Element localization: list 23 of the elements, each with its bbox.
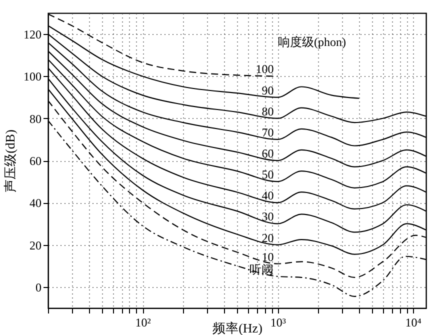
- series-label: 20: [262, 230, 274, 245]
- annotation: 响度级(phon): [278, 35, 346, 49]
- series-label: 100: [256, 62, 274, 76]
- y-tick-label: 0: [36, 280, 42, 294]
- x-axis-title: 频率(Hz): [212, 320, 262, 335]
- y-tick-label: 40: [30, 196, 42, 210]
- x-tick-label: 10²: [135, 316, 152, 330]
- y-tick-label: 100: [24, 70, 42, 84]
- series-label: 60: [262, 146, 274, 160]
- series-label: 40: [262, 188, 274, 203]
- y-tick-label: 20: [30, 238, 42, 252]
- series-label: 70: [262, 125, 274, 140]
- y-tick-label: 80: [30, 112, 42, 126]
- x-tick-label: 10⁴: [405, 316, 422, 330]
- series-label: 10: [262, 250, 274, 264]
- series-label: 80: [262, 104, 274, 118]
- series-label: 50: [262, 168, 274, 182]
- y-tick-label: 120: [24, 28, 42, 42]
- series-label: 90: [262, 83, 274, 98]
- series-label: 30: [262, 210, 274, 224]
- x-tick-label: 10³: [270, 316, 286, 330]
- y-tick-label: 60: [30, 154, 42, 168]
- y-axis-title: 声压级(dB): [2, 130, 18, 192]
